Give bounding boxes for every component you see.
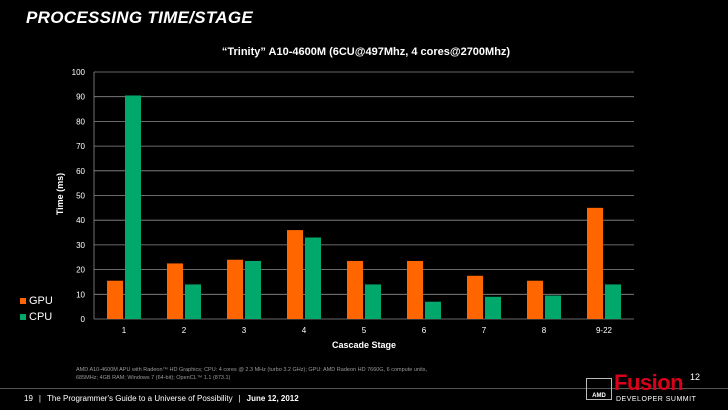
bar-gpu-4: [287, 230, 303, 319]
footnote: AMD A10-4600M APU with Radeon™ HD Graphi…: [76, 367, 428, 381]
x-axis-ticks: 1 2 3 4 5 6 7 8 9-22: [122, 326, 613, 335]
x-tick-label: 5: [362, 326, 367, 335]
x-tick-label: 8: [542, 326, 547, 335]
legend-swatch-cpu: [20, 314, 26, 320]
x-tick-label: 3: [242, 326, 247, 335]
x-tick-label: 9-22: [596, 326, 613, 335]
y-tick-label: 50: [76, 192, 85, 201]
fusion-superscript: 12: [690, 372, 701, 382]
x-tick-label: 7: [482, 326, 487, 335]
bar-gpu-2: [167, 263, 183, 319]
bar-gpu-9-22: [587, 207, 603, 319]
legend-label-gpu: GPU: [29, 295, 53, 307]
y-axis-ticks: 0 10 20 30 40 50 60 70 80 90 100: [72, 68, 86, 324]
bar-cpu-3: [245, 260, 261, 319]
y-tick-label: 40: [76, 216, 85, 225]
bar-cpu-9-22: [605, 284, 621, 319]
bar-cpu-2: [185, 284, 201, 319]
x-axis-label: Cascade Stage: [332, 340, 396, 350]
x-tick-label: 2: [182, 326, 187, 335]
amd-fusion-logo: AMD Fusion 12 DEVELOPER SUMMIT: [586, 370, 716, 408]
bar-gpu-3: [227, 259, 243, 319]
footer: 19 | The Programmer's Guide to a Univers…: [24, 394, 299, 403]
legend-item-gpu: GPU: [20, 293, 53, 309]
bar-gpu-7: [467, 275, 483, 319]
legend-swatch-gpu: [20, 298, 26, 304]
page-number: 19: [24, 394, 33, 403]
chart-title: “Trinity” A10-4600M (6CU@497Mhz, 4 cores…: [222, 46, 511, 58]
footer-divider: [0, 388, 728, 389]
y-tick-label: 70: [76, 142, 85, 151]
bar-cpu-1: [125, 95, 141, 319]
bar-gpu-6: [407, 260, 423, 319]
footer-date: June 12, 2012: [246, 394, 299, 403]
x-tick-label: 1: [122, 326, 127, 335]
y-axis-label: Time (ms): [55, 173, 65, 215]
slide-title: PROCESSING TIME/STAGE: [26, 8, 254, 27]
bar-gpu-8: [527, 280, 543, 319]
bar-gpu-1: [107, 280, 123, 319]
y-tick-label: 90: [76, 93, 85, 102]
x-tick-label: 6: [422, 326, 427, 335]
y-tick-label: 20: [76, 266, 85, 275]
gridlines: [93, 71, 634, 320]
bar-cpu-8: [545, 295, 561, 319]
bars: [107, 95, 621, 319]
amd-logo: AMD: [586, 378, 612, 400]
fusion-wordmark: Fusion: [614, 370, 684, 395]
bar-cpu-6: [425, 301, 441, 319]
bar-cpu-4: [305, 237, 321, 319]
footer-text: The Programmer's Guide to a Universe of …: [46, 394, 233, 403]
footer-separator: |: [238, 394, 241, 403]
developer-summit-tagline: DEVELOPER SUMMIT: [616, 396, 697, 403]
y-tick-label: 60: [76, 167, 85, 176]
y-tick-label: 80: [76, 117, 85, 126]
legend-item-cpu: CPU: [20, 309, 53, 325]
bar-cpu-5: [365, 284, 381, 319]
legend: GPU CPU: [20, 293, 53, 325]
legend-label-cpu: CPU: [29, 311, 53, 323]
y-tick-label: 30: [76, 241, 85, 250]
y-tick-label: 100: [72, 68, 86, 77]
footer-separator: |: [38, 394, 41, 403]
y-tick-label: 0: [81, 315, 86, 324]
y-tick-label: 10: [76, 290, 85, 299]
bar-cpu-7: [485, 296, 501, 319]
bar-gpu-5: [347, 260, 363, 319]
x-tick-label: 4: [302, 326, 307, 335]
